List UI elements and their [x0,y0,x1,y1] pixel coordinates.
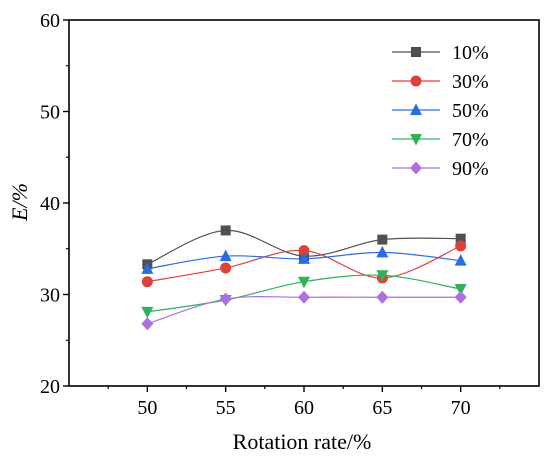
legend-label: 70% [452,129,489,151]
x-tick-label: 50 [137,397,157,419]
data-point [454,290,467,304]
data-point [376,270,389,282]
legend-marker [411,47,421,57]
data-point [454,284,467,296]
y-tick-label: 30 [40,285,60,307]
legend-marker [410,75,422,87]
legend-marker [410,134,422,146]
data-point [219,249,232,262]
legend-item: 70% [392,129,489,151]
data-point [219,292,232,306]
series-50pct [141,245,467,274]
data-point [141,317,154,331]
data-point [141,262,154,274]
data-point [220,225,231,236]
series-layer [141,225,467,331]
data-point [298,252,310,264]
x-tick-label: 60 [294,397,314,419]
data-point [141,276,153,288]
x-tick-label: 70 [451,397,471,419]
y-tick-label: 40 [40,193,60,215]
legend-item: 90% [392,158,489,180]
y-tick-label: 20 [40,376,60,398]
x-axis: 50 55 60 65 70 [107,386,501,419]
data-point [376,290,389,304]
data-point [298,276,310,289]
legend-label: 50% [452,100,489,122]
legend: 10% 30% 50% 70% 90% [392,42,489,180]
data-point [377,234,388,245]
data-point [298,245,310,257]
data-point [220,262,232,274]
y-axis: 20 30 40 50 60 [40,10,69,398]
series-90pct [141,290,467,331]
legend-item: 10% [392,42,489,64]
y-tick-label: 60 [40,10,60,32]
legend-marker [410,161,422,175]
legend-marker [410,103,422,115]
legend-item: 50% [392,100,489,122]
y-axis-label: E/% [7,183,32,222]
data-point [455,240,467,252]
x-tick-label: 65 [372,397,392,419]
data-point [455,233,466,244]
data-point [376,245,389,258]
data-point [454,254,467,266]
legend-label: 90% [452,158,489,180]
y-tick-label: 50 [40,102,60,124]
legend-item: 30% [392,71,489,93]
legend-label: 30% [452,71,489,93]
legend-label: 10% [452,42,489,64]
x-axis-label: Rotation rate/% [233,429,372,454]
x-tick-label: 55 [216,397,236,419]
data-point [298,290,310,304]
data-point [141,306,154,319]
